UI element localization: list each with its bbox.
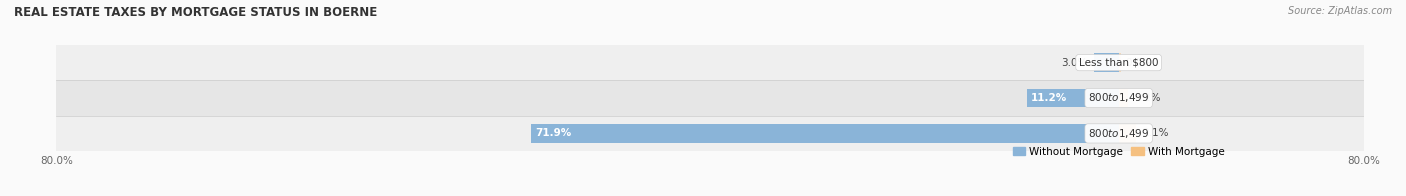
Bar bbox=[1119, 89, 1129, 107]
Bar bbox=[56, 116, 1364, 151]
Bar bbox=[56, 80, 1364, 116]
Text: $800 to $1,499: $800 to $1,499 bbox=[1088, 92, 1149, 104]
Bar bbox=[56, 45, 1364, 80]
Text: 0.0%: 0.0% bbox=[1125, 58, 1152, 68]
Legend: Without Mortgage, With Mortgage: Without Mortgage, With Mortgage bbox=[1008, 142, 1229, 161]
Bar bbox=[1119, 53, 1121, 72]
Text: 2.1%: 2.1% bbox=[1142, 128, 1168, 138]
Text: $800 to $1,499: $800 to $1,499 bbox=[1088, 127, 1149, 140]
Text: REAL ESTATE TAXES BY MORTGAGE STATUS IN BOERNE: REAL ESTATE TAXES BY MORTGAGE STATUS IN … bbox=[14, 6, 377, 19]
Bar bbox=[1119, 124, 1136, 143]
Text: 71.9%: 71.9% bbox=[536, 128, 571, 138]
Text: 11.2%: 11.2% bbox=[1031, 93, 1067, 103]
Text: Source: ZipAtlas.com: Source: ZipAtlas.com bbox=[1288, 6, 1392, 16]
Bar bbox=[1094, 53, 1119, 72]
Bar bbox=[1028, 89, 1119, 107]
Bar bbox=[531, 124, 1119, 143]
Text: 3.0%: 3.0% bbox=[1062, 58, 1088, 68]
Text: Less than $800: Less than $800 bbox=[1078, 58, 1159, 68]
Text: 1.2%: 1.2% bbox=[1135, 93, 1161, 103]
